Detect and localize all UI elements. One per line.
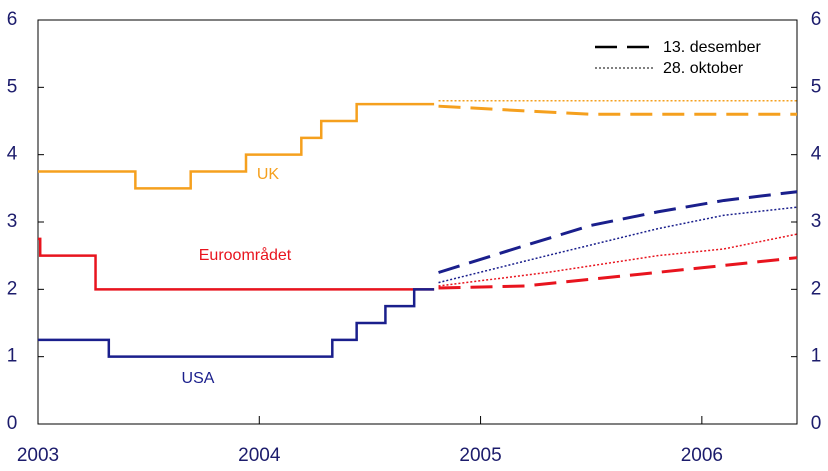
x-tick-label: 2005 <box>459 445 501 466</box>
y-tick-label: 3 <box>7 211 18 232</box>
legend-label: 13. desember <box>663 39 762 56</box>
y2-tick-label: 4 <box>811 144 822 165</box>
y-tick-label: 5 <box>7 76 18 97</box>
plot-frame <box>37 19 798 425</box>
line-series <box>438 190 798 274</box>
y2-tick-label: 5 <box>811 76 822 97</box>
x-tick-label: 2006 <box>681 445 723 466</box>
line-series <box>38 288 435 358</box>
line-series <box>438 206 798 284</box>
y2-tick-label: 3 <box>811 211 822 232</box>
x-tick-label: 2004 <box>238 445 281 466</box>
y-tick-label: 4 <box>7 144 18 165</box>
line-series <box>38 237 435 291</box>
annotation: USA <box>182 370 215 387</box>
legend-label: 28. oktober <box>663 60 744 77</box>
line-series <box>438 233 798 287</box>
line-series <box>438 104 797 116</box>
y2-tick-label: 6 <box>811 9 822 30</box>
line-series <box>438 256 798 290</box>
y2-tick-label: 0 <box>811 413 822 434</box>
annotation: Euroområdet <box>199 246 292 264</box>
y-tick-label: 6 <box>7 9 18 30</box>
y2-tick-label: 1 <box>811 346 822 367</box>
y-tick-label: 0 <box>7 413 18 434</box>
x-tick-label: 2003 <box>17 445 59 466</box>
y2-tick-label: 2 <box>811 278 822 299</box>
line-series <box>38 102 435 190</box>
y-tick-label: 1 <box>7 346 18 367</box>
annotation: UK <box>257 166 280 183</box>
y-tick-label: 2 <box>7 278 18 299</box>
